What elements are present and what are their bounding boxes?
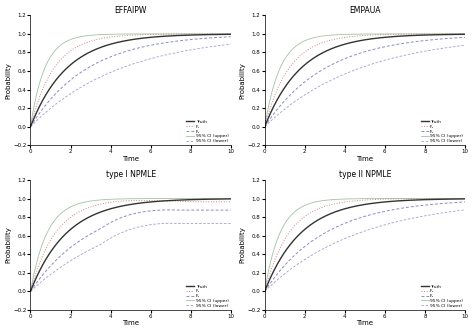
Y-axis label: Probability: Probability xyxy=(6,62,11,99)
Title: EFFAIPW: EFFAIPW xyxy=(114,6,147,15)
Y-axis label: Probability: Probability xyxy=(240,62,246,99)
Legend: Truth, F₁, F₂, 95% CI (upper), 95% CI (lower): Truth, F₁, F₂, 95% CI (upper), 95% CI (l… xyxy=(185,284,229,308)
Title: type I NPMLE: type I NPMLE xyxy=(106,170,155,179)
Title: EMPAUA: EMPAUA xyxy=(349,6,381,15)
Legend: Truth, F₁, F₂, 95% CI (upper), 95% CI (lower): Truth, F₁, F₂, 95% CI (upper), 95% CI (l… xyxy=(419,119,464,144)
Y-axis label: Probability: Probability xyxy=(240,226,246,263)
Legend: Truth, F₁, F₂, 95% CI (upper), 95% CI (lower): Truth, F₁, F₂, 95% CI (upper), 95% CI (l… xyxy=(419,284,464,308)
Title: type II NPMLE: type II NPMLE xyxy=(338,170,391,179)
X-axis label: Time: Time xyxy=(122,156,139,162)
X-axis label: Time: Time xyxy=(356,320,374,326)
X-axis label: Time: Time xyxy=(356,156,374,162)
X-axis label: Time: Time xyxy=(122,320,139,326)
Legend: Truth, F₁, F₂, 95% CI (upper), 95% CI (lower): Truth, F₁, F₂, 95% CI (upper), 95% CI (l… xyxy=(185,119,229,144)
Y-axis label: Probability: Probability xyxy=(6,226,11,263)
